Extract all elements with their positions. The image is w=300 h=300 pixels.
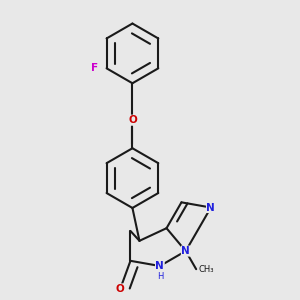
Text: N: N: [206, 202, 215, 212]
Text: H: H: [157, 272, 163, 281]
Text: N: N: [155, 261, 164, 271]
Text: N: N: [181, 246, 190, 256]
Text: F: F: [91, 63, 98, 73]
Text: O: O: [128, 115, 137, 125]
Text: O: O: [116, 284, 124, 294]
Text: CH₃: CH₃: [199, 265, 214, 274]
